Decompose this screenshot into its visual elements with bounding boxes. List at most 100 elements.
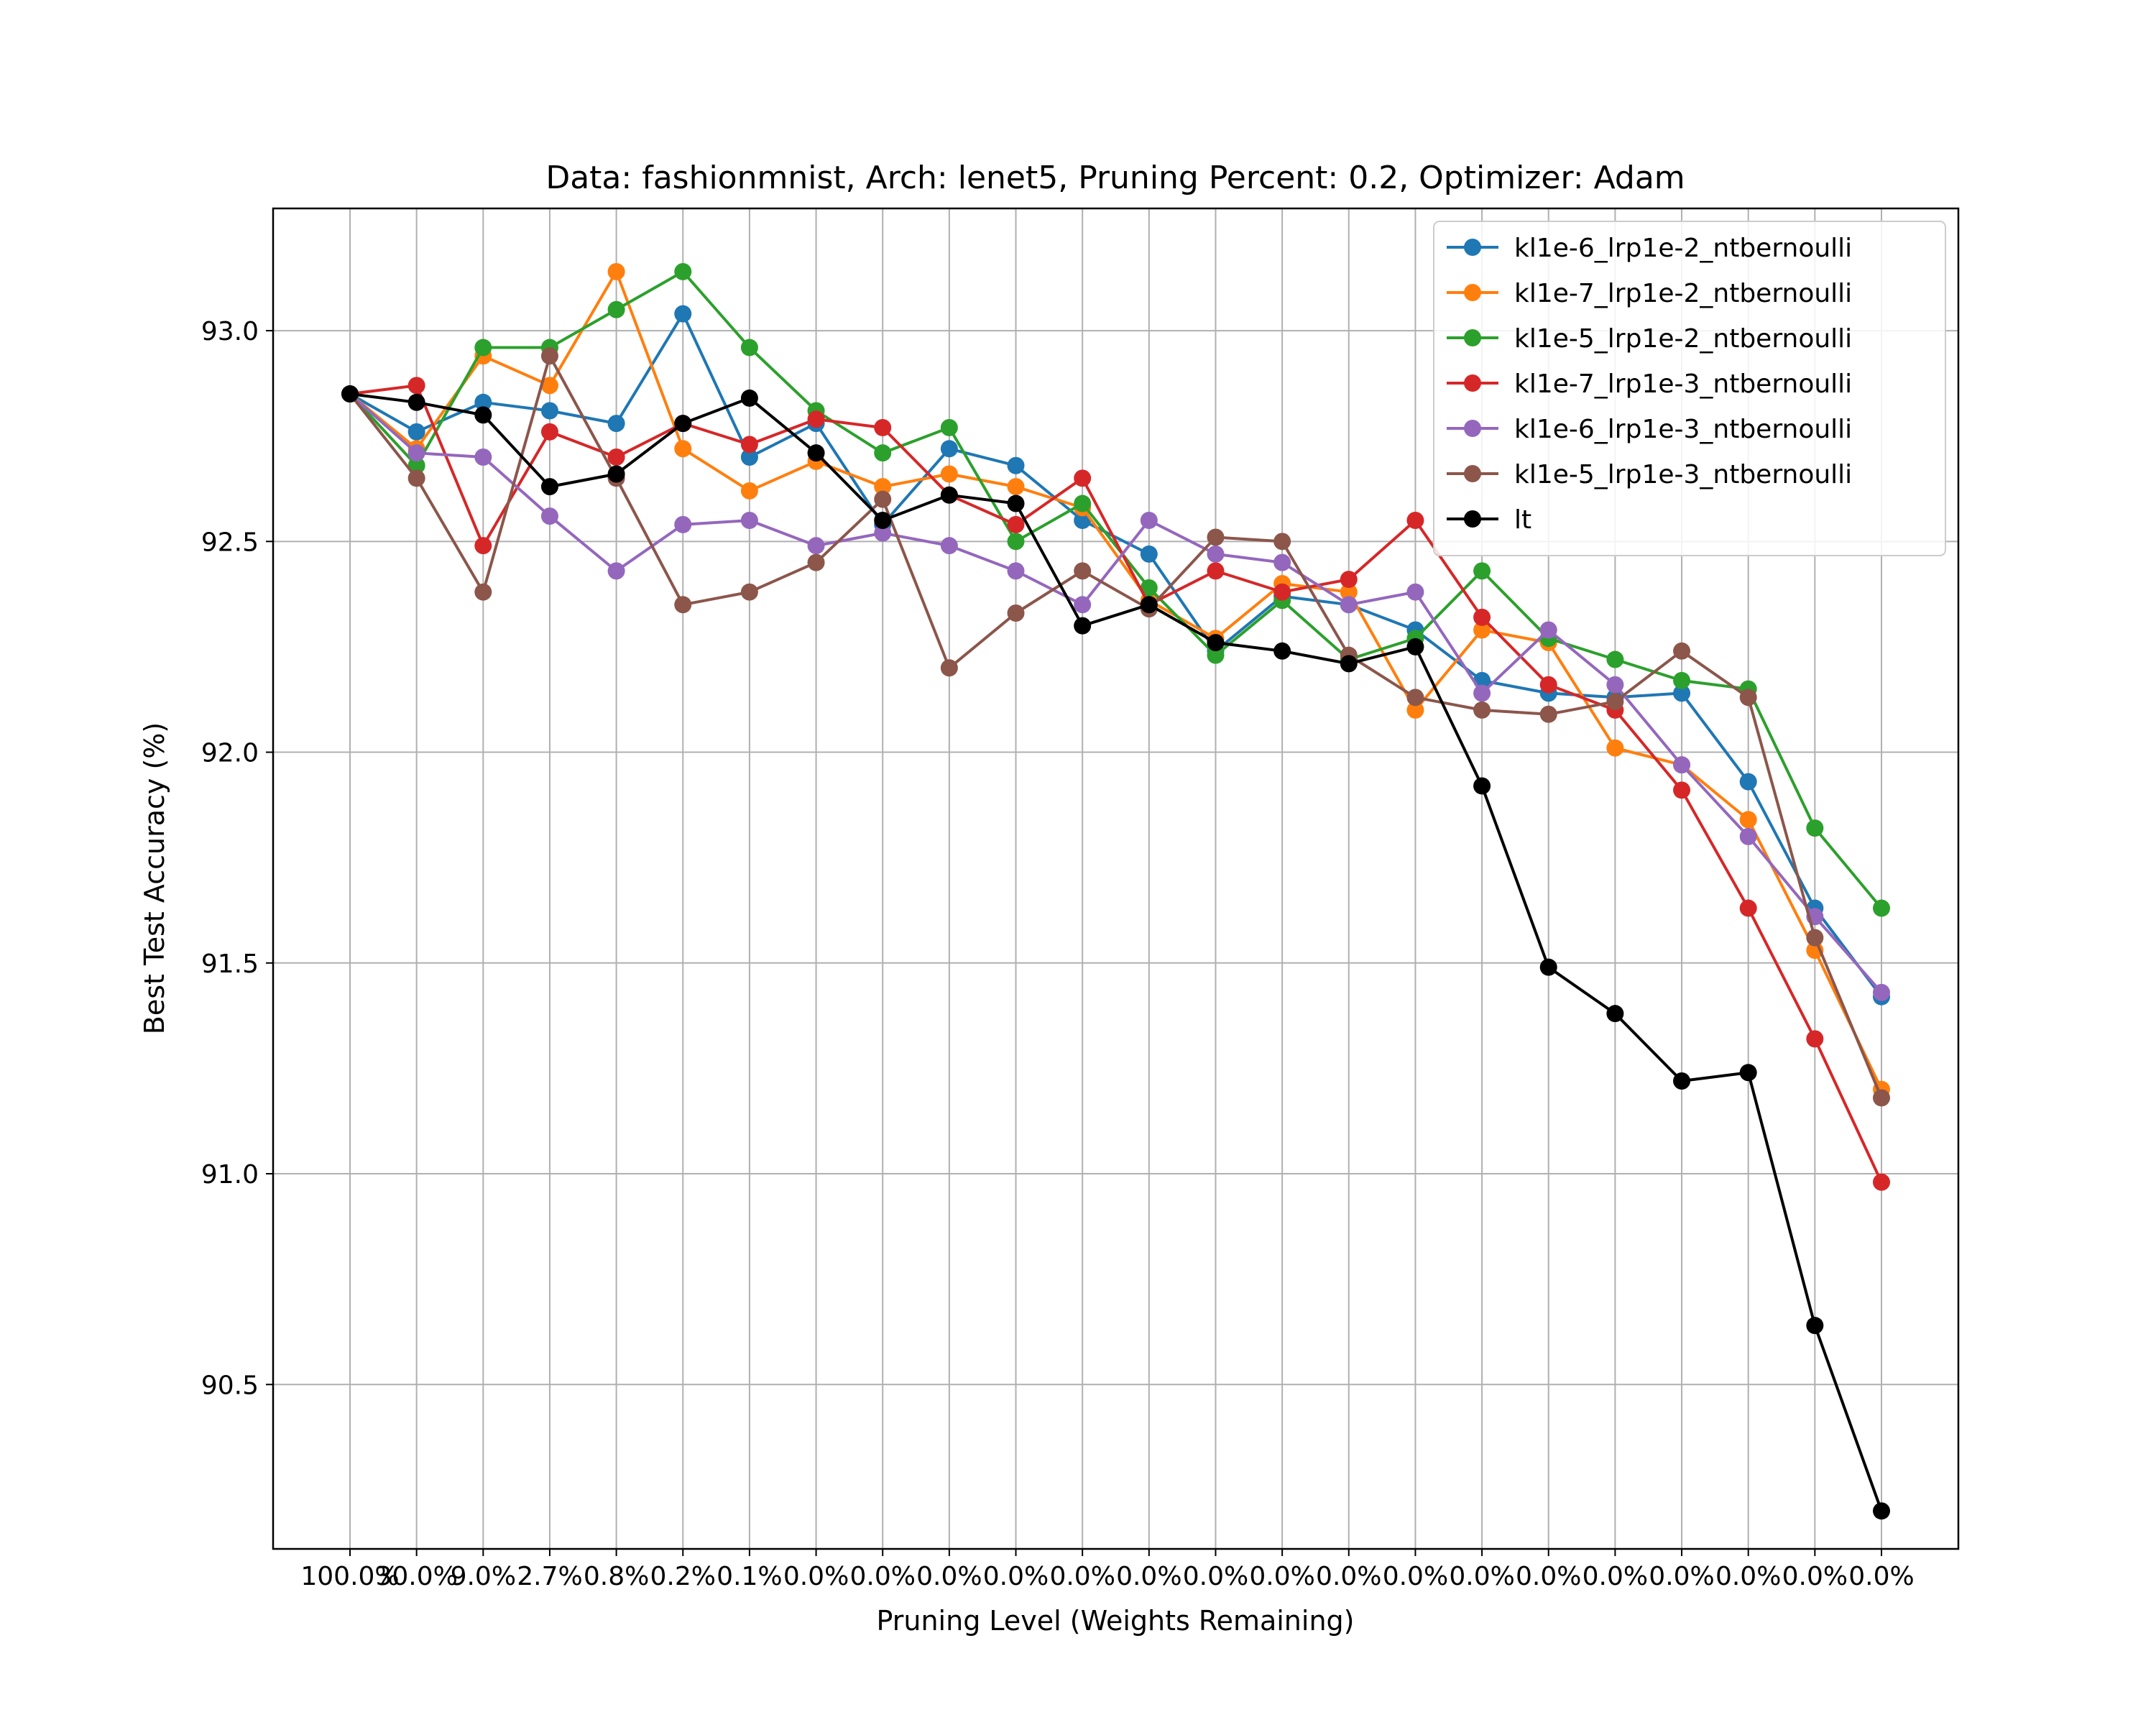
data-point — [1406, 511, 1424, 529]
axis-ticks: 100.0%30.0%9.0% 2.7% 0.8% 0.2% 0.1% 0.0% 0.0% 0… — [201, 317, 1915, 1591]
data-point — [1140, 596, 1158, 614]
data-point — [1406, 583, 1424, 601]
data-point — [1606, 739, 1624, 757]
x-tick-label: 0.0% — [1583, 1562, 1648, 1591]
data-point — [607, 415, 625, 433]
series-layer — [341, 262, 1890, 1520]
legend-label: kl1e-5_lrp1e-2_ntbernoulli — [1514, 324, 1852, 354]
data-point — [607, 300, 625, 318]
data-point — [474, 448, 492, 466]
data-point — [874, 418, 892, 436]
data-point — [807, 537, 825, 555]
series-line — [349, 392, 1883, 994]
series-line — [349, 392, 1883, 1512]
data-point — [740, 436, 758, 454]
data-point — [874, 490, 892, 508]
data-point — [740, 339, 758, 356]
x-tick-label: 0.0% — [849, 1562, 915, 1591]
x-tick-label: 0.8% — [584, 1562, 649, 1591]
x-tick-label: 100.0% — [300, 1562, 399, 1591]
series-line — [349, 384, 1883, 1183]
y-tick-label: 93.0 — [201, 317, 259, 346]
data-point — [540, 402, 558, 420]
x-tick-label: 0.0% — [1116, 1562, 1181, 1591]
legend-marker — [1464, 374, 1481, 392]
data-point — [1074, 596, 1092, 614]
data-point — [1739, 1064, 1757, 1082]
data-point — [1140, 511, 1158, 529]
data-point — [1406, 701, 1424, 719]
legend-box — [1433, 221, 1946, 556]
legend-marker — [1464, 284, 1481, 301]
data-point — [1340, 571, 1358, 589]
data-point — [1340, 655, 1358, 673]
data-point — [740, 511, 758, 529]
data-point — [1673, 756, 1691, 774]
data-point — [1074, 617, 1092, 635]
x-tick-label: 0.0% — [1782, 1562, 1848, 1591]
data-point — [1406, 638, 1424, 656]
legend-marker — [1464, 239, 1481, 256]
data-point — [674, 305, 692, 323]
y-axis-label: Best Test Accuracy (%) — [139, 722, 170, 1034]
data-point — [1340, 583, 1358, 601]
data-point — [1007, 515, 1025, 533]
data-point — [940, 537, 958, 555]
data-point — [474, 393, 492, 411]
data-point — [407, 423, 425, 441]
data-point — [1207, 545, 1225, 563]
x-tick-label: 30.0% — [375, 1562, 457, 1591]
data-point — [1539, 621, 1557, 639]
data-point — [674, 415, 692, 433]
data-point — [607, 262, 625, 280]
data-point — [407, 393, 425, 411]
data-point — [607, 465, 625, 483]
legend-marker — [1464, 465, 1481, 482]
data-point — [1074, 469, 1092, 487]
legend-marker — [1464, 510, 1481, 528]
data-point — [1074, 494, 1092, 512]
data-point — [1406, 689, 1424, 707]
x-tick-label: 0.0% — [783, 1562, 849, 1591]
x-tick-label: 0.0% — [916, 1562, 982, 1591]
data-point — [474, 583, 492, 601]
data-point — [1739, 827, 1757, 845]
data-point — [1806, 1317, 1824, 1335]
legend-marker — [1464, 329, 1481, 346]
data-point — [1873, 899, 1890, 917]
data-point — [1340, 596, 1358, 614]
data-point — [874, 524, 892, 542]
x-axis-label: Pruning Level (Weights Remaining) — [877, 1605, 1355, 1637]
data-point — [1806, 929, 1824, 947]
x-tick-label: 0.0% — [1183, 1562, 1248, 1591]
y-tick-label: 91.0 — [201, 1160, 259, 1190]
data-point — [740, 389, 758, 407]
data-point — [807, 410, 825, 428]
legend-label: kl1e-6_lrp1e-2_ntbernoulli — [1514, 234, 1852, 263]
data-point — [1007, 494, 1025, 512]
x-tick-label: 0.0% — [983, 1562, 1049, 1591]
data-point — [874, 511, 892, 529]
data-point — [540, 478, 558, 496]
y-tick-label: 90.5 — [201, 1371, 259, 1400]
x-tick-label: 0.0% — [1249, 1562, 1314, 1591]
series-line — [349, 354, 1883, 1099]
data-point — [740, 448, 758, 466]
series-kl1e-5_lrp1e-2_ntbernoulli — [341, 262, 1890, 917]
data-point — [1739, 689, 1757, 707]
series-line — [349, 270, 1883, 1090]
data-point — [1606, 650, 1624, 668]
data-point — [1739, 773, 1757, 791]
x-tick-label: 0.0% — [1383, 1562, 1448, 1591]
legend-marker — [1464, 420, 1481, 437]
data-point — [1007, 604, 1025, 622]
data-point — [1873, 1173, 1890, 1191]
data-point — [1473, 621, 1491, 639]
legend-label: kl1e-6_lrp1e-3_ntbernoulli — [1514, 415, 1852, 444]
data-point — [1473, 562, 1491, 580]
data-point — [740, 583, 758, 601]
data-point — [1007, 456, 1025, 474]
x-tick-label: 2.7% — [517, 1562, 582, 1591]
data-point — [1273, 583, 1291, 601]
